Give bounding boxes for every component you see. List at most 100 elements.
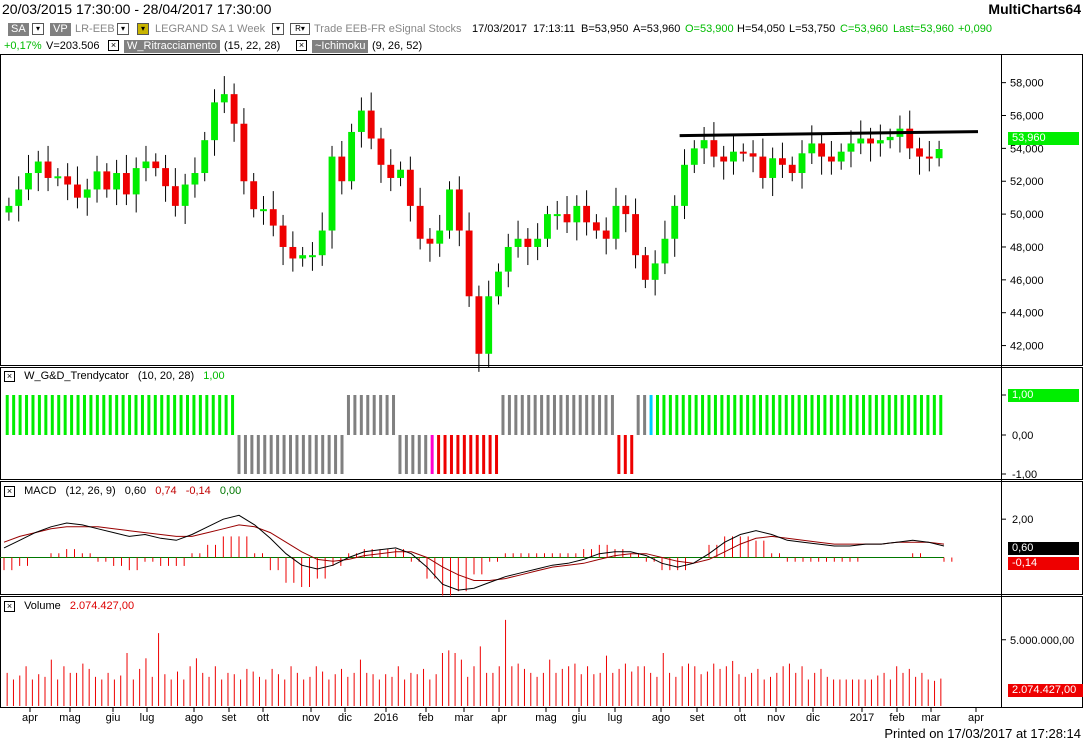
candle-body	[602, 230, 610, 239]
candle-body	[847, 143, 855, 152]
resolution-dropdown-icon[interactable]: ▾	[272, 23, 284, 35]
candle-body	[485, 296, 493, 354]
price-tick-label: 54,000	[1010, 143, 1044, 155]
candle-body	[592, 222, 600, 231]
candle-body	[34, 161, 42, 174]
indicator-ichimoku-params: (9, 26, 52)	[372, 40, 423, 52]
time-tick-label: dic	[806, 712, 821, 724]
close-icon[interactable]: ×	[4, 371, 15, 382]
macd-label: × MACD (12, 26, 9) 0,60 0,74 -0,14 0,00	[4, 485, 247, 497]
close-icon[interactable]: ×	[108, 40, 119, 51]
candle-body	[739, 151, 747, 154]
candle-body	[74, 184, 81, 198]
candle-body	[122, 173, 130, 195]
time-tick-label: nov	[302, 712, 320, 724]
quote-date: 17/03/2017	[472, 23, 528, 35]
macd-tag: 0,60	[1008, 542, 1079, 555]
trendycator-params: (10, 20, 28)	[137, 370, 195, 382]
macd-v2: 0,74	[155, 485, 177, 497]
last-price-tag: 53,960	[1008, 132, 1079, 145]
candle-body	[162, 168, 169, 187]
candle-body	[357, 110, 365, 132]
candle-body	[83, 189, 91, 198]
r-dropdown[interactable]: R▾	[290, 23, 310, 35]
candle-body	[387, 164, 395, 178]
candle-body	[544, 214, 551, 239]
macd-v3: -0,14	[185, 485, 211, 497]
candle-body	[455, 189, 463, 231]
symbol-dropdown-icon[interactable]: ▾	[117, 23, 129, 35]
last-value: Last=53,960	[893, 23, 954, 35]
candle-body	[44, 161, 52, 178]
price-tick-label: 42,000	[1010, 341, 1044, 353]
open-value: O=53,900	[685, 23, 734, 35]
macd-tick-label: 2,00	[1012, 514, 1033, 526]
candle-body	[171, 186, 179, 206]
candle-body	[495, 271, 502, 297]
candle-body	[612, 205, 620, 239]
time-tick-label: dic	[338, 712, 353, 724]
macd-params: (12, 26, 9)	[65, 485, 116, 497]
candle-body	[769, 158, 777, 178]
candle-body	[54, 176, 62, 179]
candle-body	[250, 181, 258, 210]
trendycator-panel: 1,000,00-1,00	[5, 390, 1037, 481]
candle-body	[25, 173, 32, 190]
time-tick-label: giu	[572, 712, 587, 724]
volume-value: 2.074.427,00	[69, 600, 135, 612]
volume-name: Volume	[24, 600, 61, 612]
close-icon[interactable]: ×	[4, 601, 15, 612]
price-tick-label: 56,000	[1010, 111, 1044, 123]
candle-body	[406, 169, 414, 206]
price-tick-label: 50,000	[1010, 209, 1044, 221]
time-tick-label: apr	[968, 712, 984, 724]
time-tick-label: mag	[535, 712, 556, 724]
candle-body	[309, 255, 316, 258]
indicator-ritracciamento[interactable]: W_Ritracciamento	[124, 40, 220, 53]
sa-dropdown-icon[interactable]: ▾	[32, 23, 44, 35]
indicator-ichimoku[interactable]: ~Ichimoku	[312, 40, 369, 53]
candle-body	[867, 138, 874, 144]
volume-tag: 2.074.427,00	[1008, 684, 1083, 697]
candle-body	[318, 230, 326, 256]
time-tick-label: apr	[491, 712, 507, 724]
candle-body	[553, 214, 561, 217]
close-icon[interactable]: ×	[4, 486, 15, 497]
time-tick-label: lug	[608, 712, 623, 724]
time-tick-label: 2016	[374, 712, 398, 724]
candle-body	[348, 131, 356, 182]
candle-body	[113, 173, 121, 190]
price-tick-label: 46,000	[1010, 275, 1044, 287]
candle-body	[681, 164, 688, 206]
candle-body	[827, 156, 835, 162]
candle-body	[534, 238, 542, 247]
trendycator-tag: 1,00	[1008, 389, 1079, 402]
macd-signal-line	[3, 524, 945, 581]
time-tick-label: giu	[106, 712, 121, 724]
close-icon[interactable]: ×	[296, 40, 307, 51]
trend-tick-label: -1,00	[1012, 469, 1037, 481]
trend-tick-label: 0,00	[1012, 430, 1033, 442]
candle-body	[700, 140, 708, 149]
sa-button[interactable]: SA	[8, 23, 29, 36]
candle-body	[191, 173, 199, 185]
candle-body	[906, 128, 914, 149]
time-tick-label: nov	[767, 712, 785, 724]
pct-change: +0,17%	[4, 40, 42, 52]
volume-tick-label: 5.000.000,00	[1010, 635, 1074, 647]
candle-body	[416, 205, 424, 239]
vp-button[interactable]: VP	[50, 23, 71, 36]
candle-body	[671, 205, 679, 239]
candle-body	[465, 230, 473, 297]
time-tick-label: 2017	[850, 712, 874, 724]
chart-toolbar: SA ▾ VP LR-EEB ▾ ▾ LEGRAND SA 1 Week ▾ R…	[0, 20, 1000, 38]
candle-body	[103, 171, 111, 190]
candle-body	[573, 205, 581, 223]
color-dropdown-icon[interactable]: ▾	[137, 23, 149, 35]
macd-line	[3, 514, 945, 591]
macd-panel: 2,00	[0, 514, 1033, 596]
info-row: +0,17% V=203.506 × W_Ritracciamento (15,…	[0, 38, 1000, 54]
candle-body	[338, 156, 346, 182]
time-tick-label: lug	[140, 712, 155, 724]
app-brand: MultiCharts64	[988, 1, 1081, 17]
